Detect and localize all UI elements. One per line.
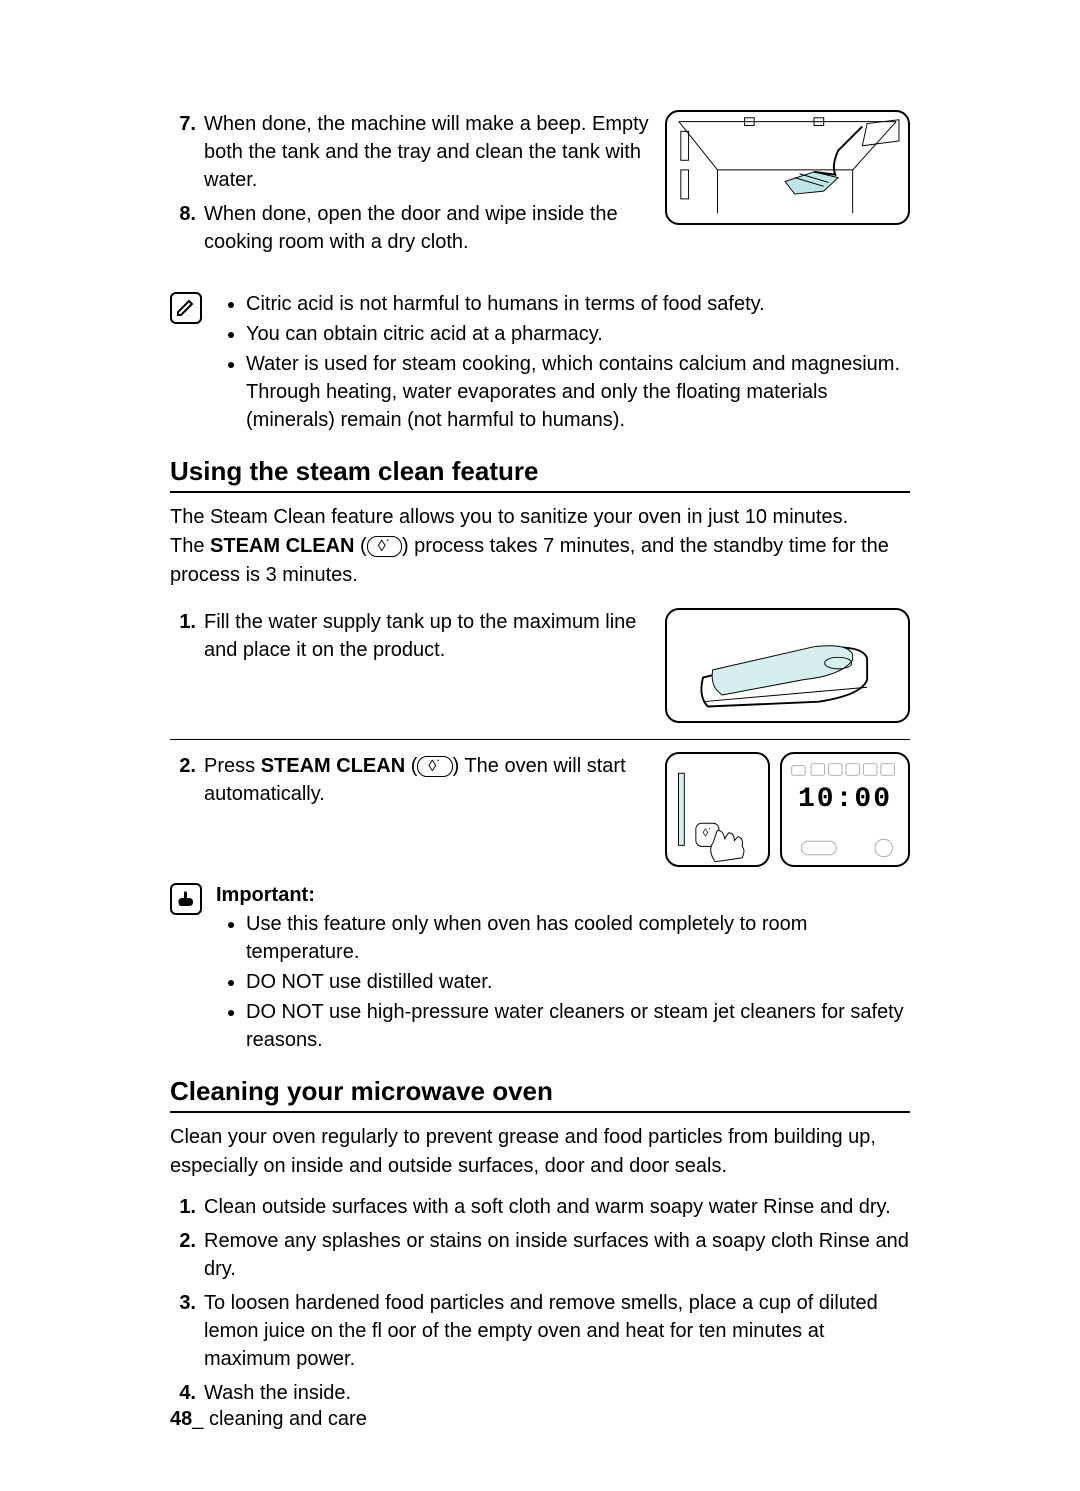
steam-clean-label: STEAM CLEAN	[261, 755, 405, 777]
note-block-citric: Citric acid is not harmful to humans in …	[170, 290, 910, 436]
step-number: 1.	[170, 1193, 196, 1221]
bullet-item: You can obtain citric acid at a pharmacy…	[246, 320, 910, 348]
step-item: 3. To loosen hardened food particles and…	[170, 1289, 910, 1373]
bullet-item: DO NOT use distilled water.	[246, 968, 910, 996]
svg-text:◊˙: ◊˙	[703, 828, 713, 840]
figure-control-panel: ◊˙ 10:00	[665, 752, 910, 867]
important-hand-icon	[170, 883, 202, 915]
steam-clean-label: STEAM CLEAN	[210, 535, 354, 557]
step-number: 8.	[170, 200, 196, 256]
bullet-item: Use this feature only when oven has cool…	[246, 910, 910, 966]
step-item: 4. Wash the inside.	[170, 1379, 910, 1407]
important-note-block: Important: Use this feature only when ov…	[170, 881, 910, 1056]
steam-intro-line1: The Steam Clean feature allows you to sa…	[170, 503, 910, 532]
divider	[170, 739, 910, 740]
figure-oven-wipe	[665, 110, 910, 225]
note-bullets: Citric acid is not harmful to humans in …	[216, 290, 910, 436]
cleaning-steps: 1. Clean outside surfaces with a soft cl…	[170, 1193, 910, 1407]
step-text: Clean outside surfaces with a soft cloth…	[204, 1193, 891, 1221]
step-text: When done, open the door and wipe inside…	[204, 200, 651, 256]
step-text: Fill the water supply tank up to the max…	[204, 608, 651, 664]
step-text: Press STEAM CLEAN (◊˙) The oven will sta…	[204, 752, 651, 808]
important-bullets: Use this feature only when oven has cool…	[216, 910, 910, 1054]
figure-water-tank	[665, 608, 910, 723]
steam-step-1-block: 1. Fill the water supply tank up to the …	[170, 608, 910, 723]
step-number: 7.	[170, 110, 196, 194]
control-panel-right: 10:00	[780, 752, 910, 867]
step-item: 7. When done, the machine will make a be…	[170, 110, 651, 194]
step-number: 3.	[170, 1289, 196, 1373]
steam-step-2-block: 2. Press STEAM CLEAN (◊˙) The oven will …	[170, 752, 910, 867]
footer-separator: _	[192, 1408, 209, 1430]
important-label: Important:	[216, 884, 315, 906]
bullet-item: DO NOT use high-pressure water cleaners …	[246, 998, 910, 1054]
step-text: When done, the machine will make a beep.…	[204, 110, 651, 194]
step-number: 2.	[170, 752, 196, 808]
step-item: 1. Fill the water supply tank up to the …	[170, 608, 651, 664]
section-heading-steam: Using the steam clean feature	[170, 456, 910, 493]
step-number: 1.	[170, 608, 196, 664]
footer-label: cleaning and care	[209, 1408, 367, 1430]
step-text: To loosen hardened food particles and re…	[204, 1289, 910, 1373]
step-number: 4.	[170, 1379, 196, 1407]
manual-page: 7. When done, the machine will make a be…	[0, 0, 1080, 1491]
steam-clean-button-icon: ◊˙	[417, 756, 452, 777]
steps-7-8-block: 7. When done, the machine will make a be…	[170, 110, 910, 262]
cleaning-intro: Clean your oven regularly to prevent gre…	[170, 1123, 910, 1181]
bullet-item: Water is used for steam cooking, which c…	[246, 350, 910, 434]
section-heading-cleaning: Cleaning your microwave oven	[170, 1076, 910, 1113]
step-number: 2.	[170, 1227, 196, 1283]
important-content: Important: Use this feature only when ov…	[216, 881, 910, 1056]
steam-intro-line2: The STEAM CLEAN (◊˙) process takes 7 min…	[170, 532, 910, 590]
steam-clean-button-icon: ◊˙	[367, 536, 402, 557]
step-item: 2. Remove any splashes or stains on insi…	[170, 1227, 910, 1283]
control-panel-left: ◊˙	[665, 752, 770, 867]
step-text: Wash the inside.	[204, 1379, 351, 1407]
step-text: Remove any splashes or stains on inside …	[204, 1227, 910, 1283]
steam-step-2: 2. Press STEAM CLEAN (◊˙) The oven will …	[170, 752, 651, 814]
step-item: 1. Clean outside surfaces with a soft cl…	[170, 1193, 910, 1221]
steam-step-1: 1. Fill the water supply tank up to the …	[170, 608, 651, 670]
page-footer: 48_ cleaning and care	[170, 1408, 367, 1431]
step-item: 8. When done, open the door and wipe ins…	[170, 200, 651, 256]
step-item: 2. Press STEAM CLEAN (◊˙) The oven will …	[170, 752, 651, 808]
note-pencil-icon	[170, 292, 202, 324]
page-number: 48	[170, 1408, 192, 1430]
ordered-steps-top: 7. When done, the machine will make a be…	[170, 110, 651, 262]
bullet-item: Citric acid is not harmful to humans in …	[246, 290, 910, 318]
